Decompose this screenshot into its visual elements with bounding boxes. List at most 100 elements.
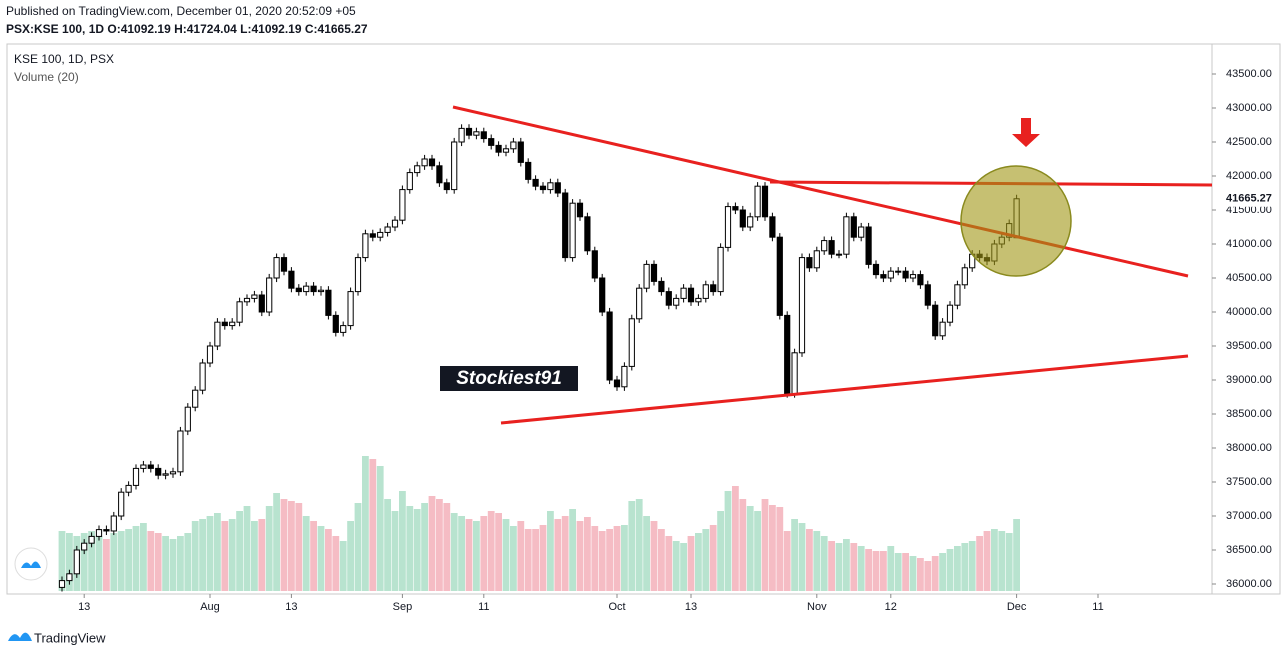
volume-bar [1005,533,1013,591]
watermark-box [440,366,578,391]
x-tick-label: 13 [685,601,697,613]
candle-body [806,257,813,269]
candle-body [939,321,946,337]
volume-bar [391,511,399,591]
volume-bar [428,496,436,591]
candle-body [769,216,776,238]
volume-bar [524,529,532,591]
candle-body [554,182,561,194]
volume-bar [917,558,924,591]
y-tick-label: 37000.00 [1226,510,1272,522]
volume-bar [162,536,169,591]
x-tick-label: Aug [200,601,220,613]
volume-bar [791,519,798,591]
volume-bar [665,536,673,591]
volume-bar [302,516,310,591]
y-tick-label: 38000.00 [1226,442,1272,454]
volume-bar [251,521,258,591]
volume-bar [709,525,717,591]
candle-body [946,304,954,323]
candle-body [81,542,88,551]
chart-legend-title: KSE 100, 1D, PSX [14,52,114,66]
volume-bar [66,533,73,591]
volume-bar [140,523,147,591]
volume-bar [473,521,480,591]
y-tick-label: 41500.00 [1226,204,1272,216]
candle-body [576,202,584,218]
volume-bar [317,526,325,591]
candle-body [902,270,909,279]
volume-bar [191,521,199,591]
candle-body [155,467,162,476]
volume-bar [465,519,473,591]
candle-body [887,270,894,279]
candle-body [243,297,251,303]
footer-brand: TradingView [34,630,106,645]
volume-bar [584,517,591,591]
volume-bar [680,543,687,591]
candle-body [258,294,265,313]
volume-bar [939,553,946,591]
volume-bar [769,505,776,591]
volume-bar [539,525,547,591]
volume-bar [339,541,347,591]
x-tick-label: Dec [1007,601,1027,613]
y-tick-label: 42500.00 [1226,136,1272,148]
volume-bar [672,541,680,591]
volume-bar [369,459,377,591]
candle-body [717,246,724,293]
candle-body [909,274,917,279]
trendline-lower [500,354,1189,425]
candle-body [791,352,798,395]
volume-bar [532,529,539,591]
volume-bar [221,521,229,591]
candle-body [821,240,828,252]
y-tick-label: 36000.00 [1226,578,1272,590]
candle-body [369,233,376,238]
volume-bar [1013,519,1020,591]
volume-bar [421,503,428,591]
volume-bar [228,519,236,591]
candle-body [421,158,428,167]
volume-bar [613,526,621,591]
candle-body [510,141,517,150]
volume-bar [695,533,702,591]
volume-bar [976,536,983,591]
volume-bar [643,516,650,591]
candle-body [169,471,177,475]
candle-body [325,289,332,316]
volume-bar [103,539,110,591]
candle-body [591,250,598,279]
volume-bar [154,533,162,591]
volume-bar [243,506,251,591]
candle-body [317,289,325,293]
candle-body [451,141,458,191]
y-tick-label: 36500.00 [1226,544,1272,556]
watermark: Stockiest91 [456,368,562,389]
candle-body [628,318,635,367]
volume-bar [606,529,613,591]
volume-bar [576,521,584,591]
y-tick-label: 41000.00 [1226,238,1272,250]
volume-bar [117,531,125,591]
candle-body [584,216,591,252]
volume-bar [169,539,177,591]
candle-body [66,573,73,582]
volume-bar [517,521,525,591]
volume-bar [547,511,554,591]
candle-body [495,144,502,153]
candle-body [458,127,465,143]
volume-bar [495,513,502,591]
volume-bar [258,519,266,591]
volume-bar [739,499,747,591]
volume-bar [813,531,821,591]
volume-bar [58,531,66,591]
candle-body [932,304,939,337]
volume-bar [80,533,88,591]
candle-body [502,148,510,153]
candle-body [480,131,487,140]
candle-body [621,365,628,388]
x-tick-label: Oct [608,601,625,613]
volume-bar [954,546,961,591]
